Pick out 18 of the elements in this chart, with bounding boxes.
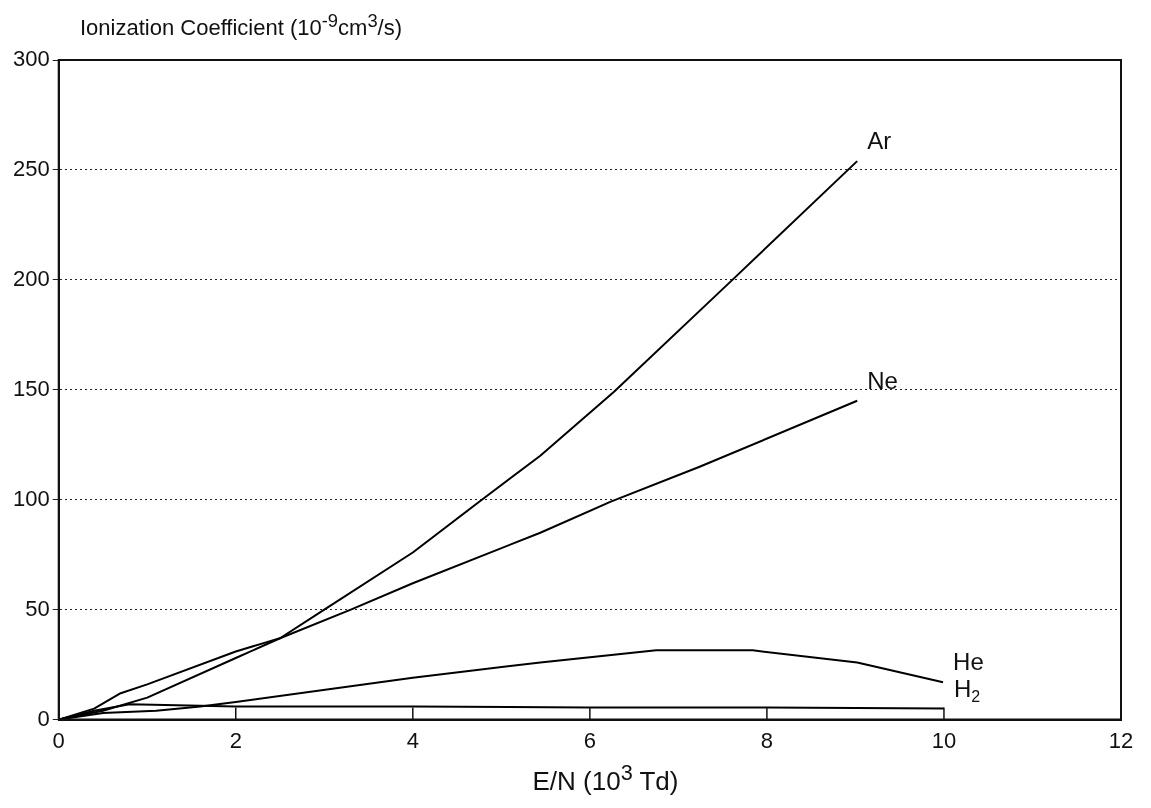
y-tick-label: 300 bbox=[12, 46, 50, 72]
y-tick-label: 150 bbox=[12, 375, 50, 401]
x-axis-title: E/N (10$^{3}$ Td) bbox=[531, 760, 680, 797]
y-tick-label: 100 bbox=[12, 485, 50, 511]
x-tick-label: 6 bbox=[583, 727, 596, 753]
y-axis-title: Ionization Coefficient (10$^{-9}$cm$^{3}$/s) bbox=[80, 10, 403, 42]
x-tick-label: 10 bbox=[931, 727, 957, 753]
y-tick-label: 0 bbox=[37, 705, 50, 731]
y-tick-label: 200 bbox=[12, 265, 50, 291]
x-tick-label: 2 bbox=[229, 727, 242, 753]
series-label: Ar bbox=[867, 127, 892, 155]
series-label: Ne bbox=[867, 366, 898, 394]
x-tick-label: 12 bbox=[1108, 727, 1134, 753]
x-tick-label: 4 bbox=[406, 727, 419, 753]
x-tick-label: 8 bbox=[760, 727, 774, 753]
y-tick-label: 250 bbox=[12, 156, 50, 181]
y-tick-label: 50 bbox=[25, 595, 50, 621]
series-label: He bbox=[953, 648, 984, 676]
